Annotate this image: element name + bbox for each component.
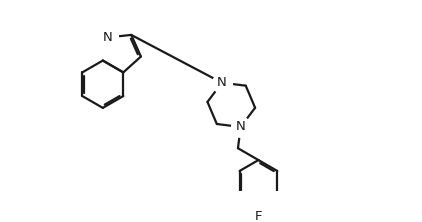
Text: N: N <box>236 121 246 133</box>
Text: N: N <box>217 76 227 89</box>
Text: N: N <box>103 31 113 44</box>
Text: F: F <box>255 210 262 222</box>
